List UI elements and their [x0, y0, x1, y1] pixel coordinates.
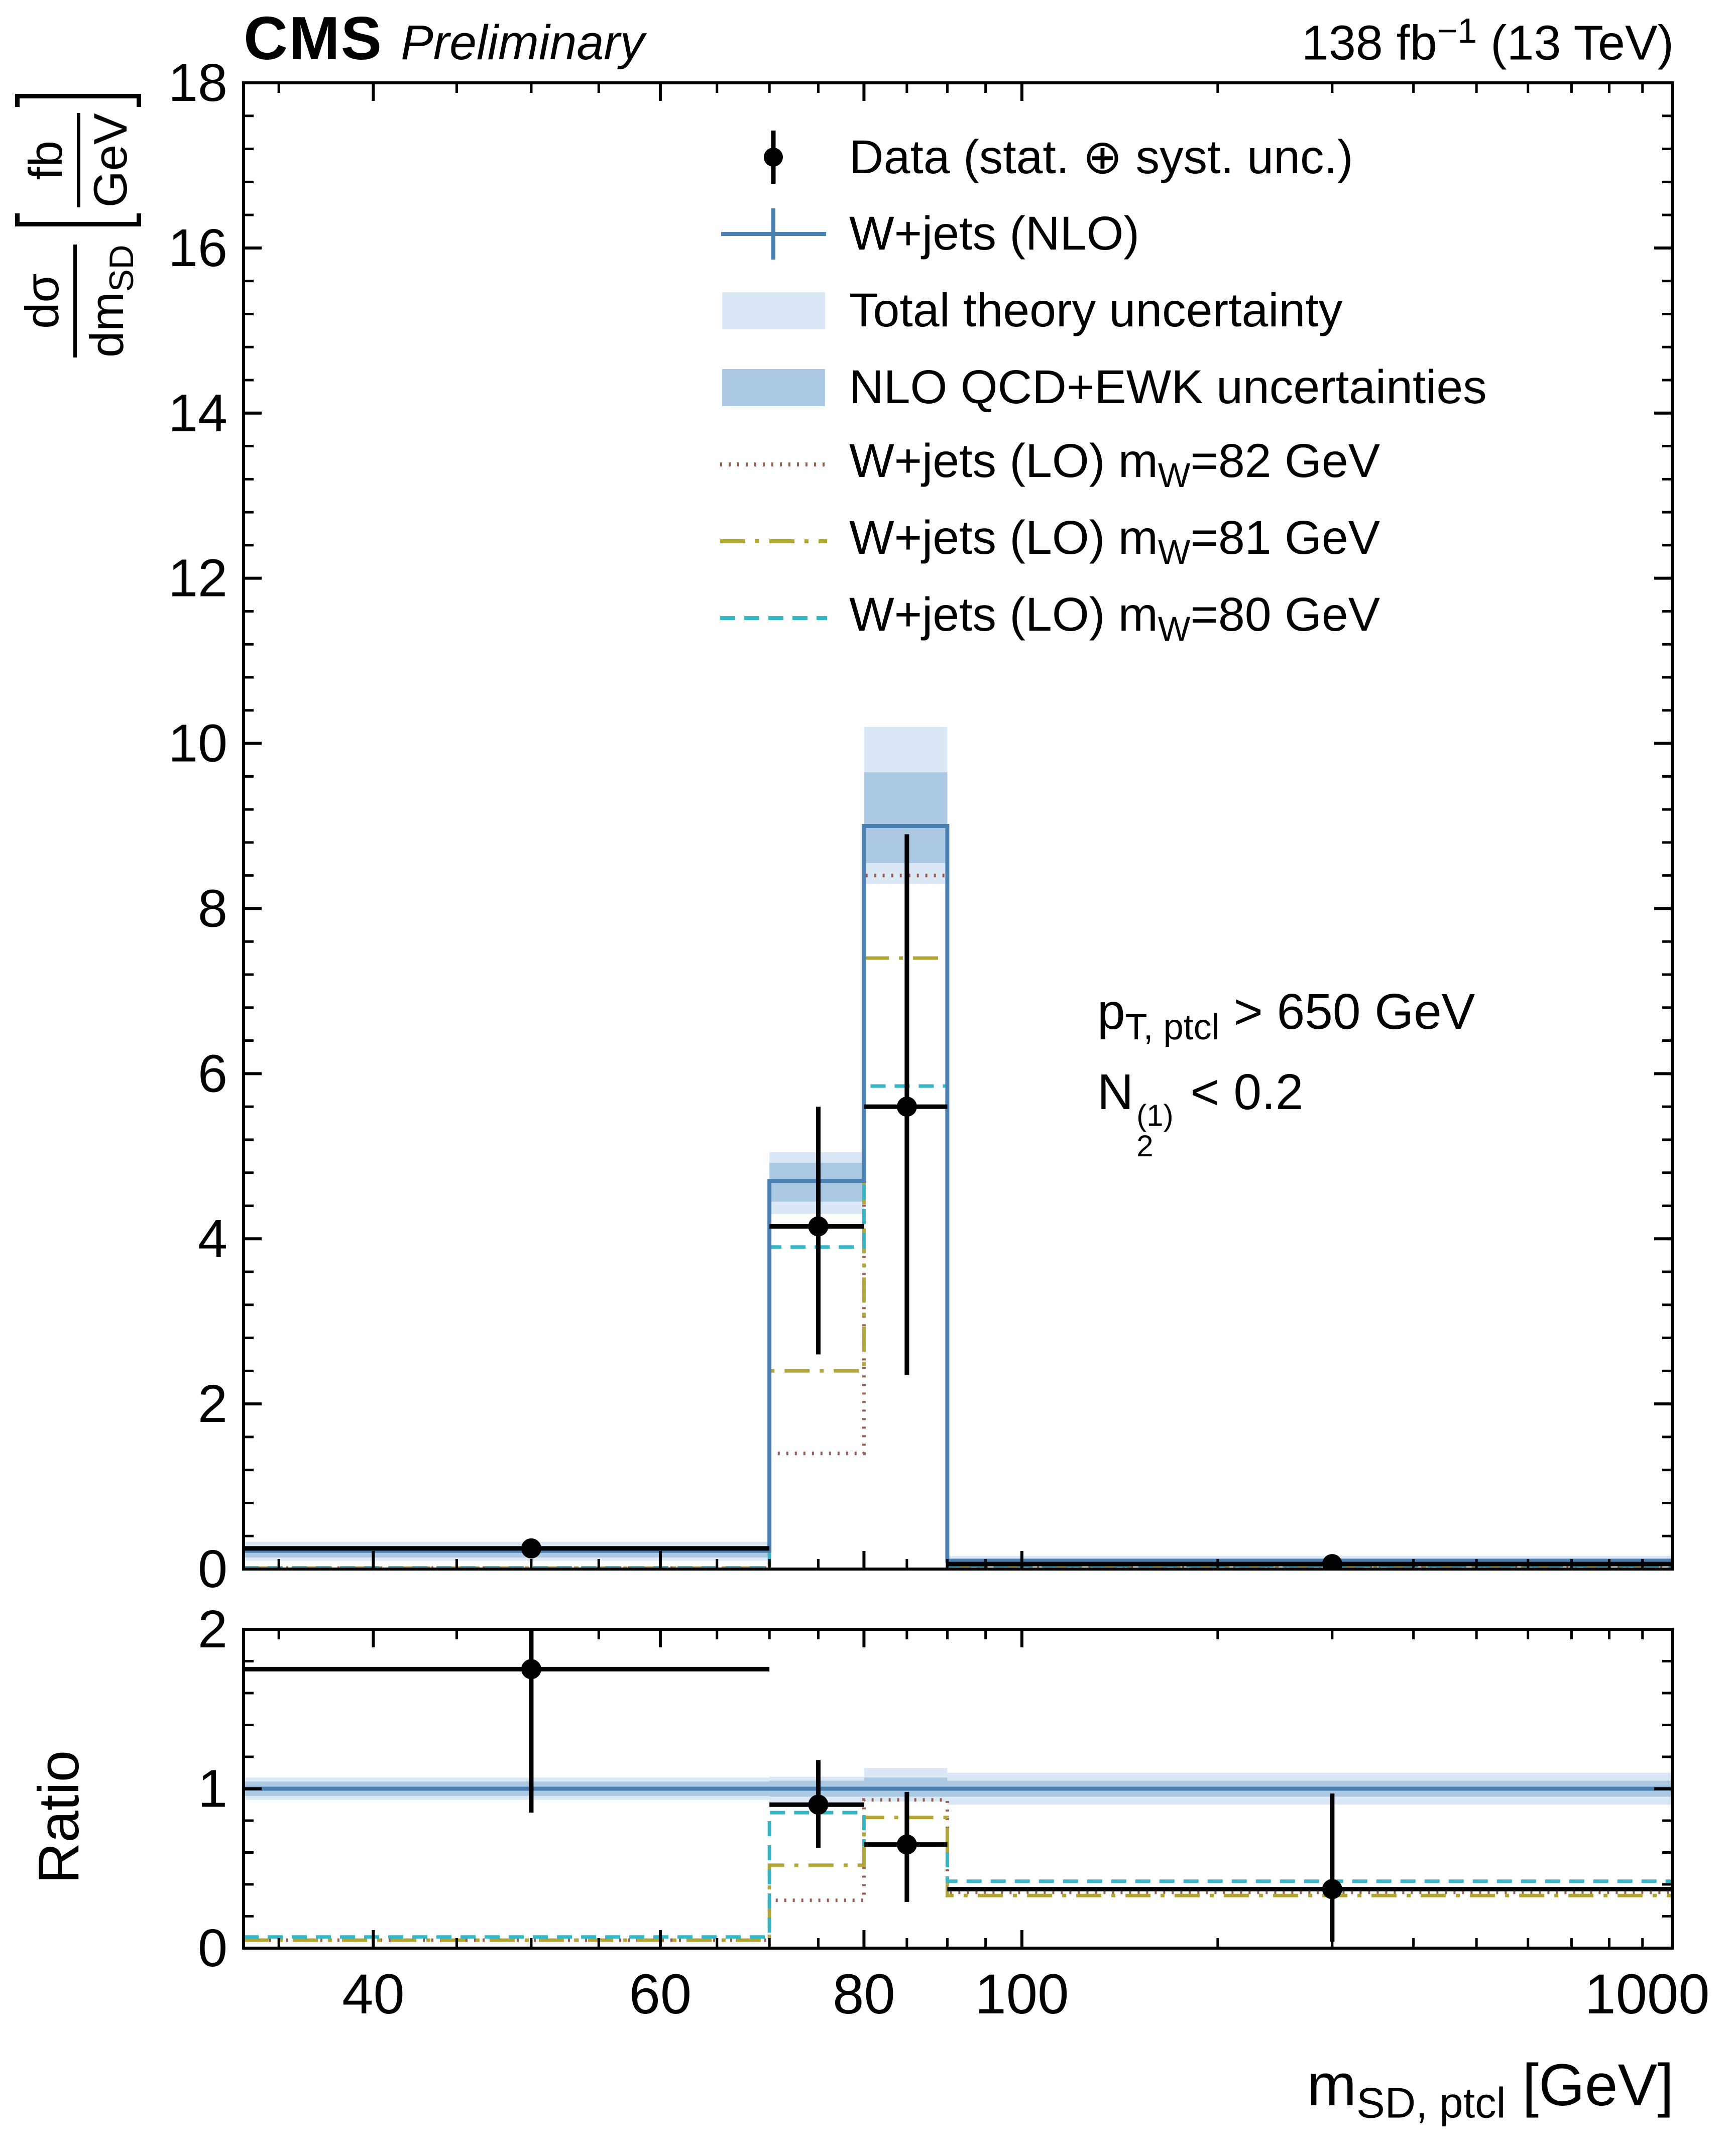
- lo_mw80-ratio: [244, 1811, 1672, 1939]
- svg-text:10: 10: [168, 714, 227, 773]
- y-title-unit: fb GeV: [15, 94, 141, 227]
- svg-text:0: 0: [198, 1919, 227, 1978]
- svg-text:1: 1: [198, 1759, 227, 1819]
- legend-item-nlo: W+jets (NLO): [717, 195, 1487, 272]
- legend-item-band_light: Total theory uncertainty: [717, 272, 1487, 349]
- qcd-ewk-uncertainty-band: [244, 772, 1672, 1565]
- bracket-right: [15, 94, 141, 107]
- svg-text:14: 14: [168, 384, 227, 443]
- svg-text:18: 18: [168, 53, 227, 112]
- axes: [242, 81, 1674, 1950]
- legend-label: W+jets (LO) mW=81 GeV: [849, 511, 1380, 571]
- legend-label: Total theory uncertainty: [849, 284, 1343, 337]
- y-axis-title: dσ dmSD fb GeV: [15, 94, 141, 357]
- nlo-legend-marker-icon: [717, 201, 830, 267]
- band_dark-legend-marker-icon: [717, 355, 830, 420]
- lo_mw80-legend-marker-icon: [717, 585, 830, 651]
- svg-text:100: 100: [975, 1963, 1069, 2025]
- legend-label: W+jets (NLO): [849, 207, 1139, 260]
- legend-item-data: Data (stat. ⊕ syst. unc.): [717, 118, 1487, 195]
- x-axis-title: mSD, ptcl [GeV]: [1307, 2052, 1674, 2127]
- ratio-panel: [244, 1629, 1672, 1942]
- lumi-exponent: −1: [1437, 11, 1477, 50]
- pt-cut-label: pT, ptcl > 650 GeV: [1097, 984, 1475, 1047]
- lo_mw82-legend-marker-icon: [717, 432, 830, 497]
- legend-item-lo_mw82: W+jets (LO) mW=82 GeV: [717, 426, 1487, 503]
- legend-item-lo_mw80: W+jets (LO) mW=80 GeV: [717, 579, 1487, 656]
- band_light-legend-marker-icon: [717, 278, 830, 343]
- legend-label: NLO QCD+EWK uncertainties: [849, 361, 1487, 414]
- n2-cut-label: N (1) 2 < 0.2: [1097, 1064, 1304, 1163]
- lumi-suffix: (13 TeV): [1477, 15, 1674, 70]
- lo_mw82-ratio: [244, 1798, 1672, 1942]
- selection-annotation: pT, ptcl > 650 GeV N (1) 2 < 0.2: [1097, 974, 1475, 1161]
- data-points: [244, 1629, 1672, 1942]
- legend-item-lo_mw81: W+jets (LO) mW=81 GeV: [717, 503, 1487, 579]
- lo_mw81-legend-marker-icon: [717, 509, 830, 574]
- svg-text:4: 4: [198, 1209, 227, 1268]
- legend-label: W+jets (LO) mW=82 GeV: [849, 434, 1380, 495]
- experiment-label: CMS: [244, 4, 383, 72]
- y-title-denominator: dmSD: [80, 245, 141, 357]
- svg-text:80: 80: [833, 1963, 895, 2025]
- svg-text:2: 2: [198, 1600, 227, 1659]
- svg-text:60: 60: [629, 1963, 692, 2025]
- nlo-histogram: [244, 824, 1672, 1563]
- lumi-label: 138 fb−1 (13 TeV): [1302, 11, 1674, 71]
- main-panel: [244, 727, 1672, 1569]
- header-left: CMS Preliminary: [244, 3, 644, 73]
- legend-item-band_dark: NLO QCD+EWK uncertainties: [717, 349, 1487, 426]
- legend-label: Data (stat. ⊕ syst. unc.): [849, 130, 1353, 184]
- lo_mw81-ratio: [244, 1816, 1672, 1942]
- y-title-numerator: dσ: [15, 245, 77, 357]
- svg-text:16: 16: [168, 218, 227, 278]
- svg-text:12: 12: [168, 549, 227, 608]
- svg-text:40: 40: [342, 1963, 405, 2025]
- bracket-left: [15, 213, 141, 227]
- preliminary-label: Preliminary: [401, 15, 645, 70]
- svg-text:2: 2: [198, 1374, 227, 1433]
- svg-text:1000: 1000: [1584, 1963, 1709, 2025]
- data-points: [244, 834, 1672, 1569]
- svg-text:6: 6: [198, 1044, 227, 1103]
- header: CMS Preliminary 138 fb−1 (13 TeV): [244, 3, 1674, 73]
- y-title-fraction: dσ dmSD: [15, 245, 141, 357]
- legend: Data (stat. ⊕ syst. unc.) W+jets (NLO) Tot…: [717, 118, 1487, 656]
- data-legend-marker-icon: [717, 125, 830, 190]
- svg-text:8: 8: [198, 879, 227, 938]
- svg-text:0: 0: [198, 1539, 227, 1599]
- ratio-axis-title: Ratio: [27, 1750, 91, 1884]
- legend-label: W+jets (LO) mW=80 GeV: [849, 587, 1380, 648]
- lumi-prefix: 138 fb: [1301, 15, 1437, 70]
